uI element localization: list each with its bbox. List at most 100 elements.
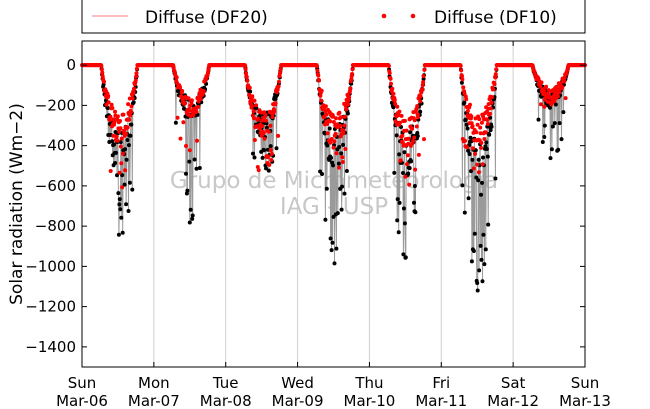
data-point-df20 <box>402 150 407 155</box>
legend-marker-df10-a <box>381 13 387 19</box>
data-point-df10 <box>464 97 469 102</box>
data-point-df20 <box>463 117 468 122</box>
data-point-df10 <box>108 169 113 173</box>
data-point-df20 <box>262 148 266 153</box>
data-point-df10 <box>469 114 474 119</box>
data-point-df10 <box>411 139 415 144</box>
data-point-df10 <box>272 109 277 114</box>
data-point-df10 <box>120 185 125 190</box>
data-point-df10 <box>479 140 484 145</box>
data-point-df20 <box>340 184 345 189</box>
data-point-df20 <box>478 243 483 248</box>
data-point-df10 <box>471 146 475 151</box>
data-point-df10 <box>99 67 104 72</box>
data-point-df20 <box>110 139 115 144</box>
data-point-df20 <box>114 150 118 155</box>
data-point-df20 <box>415 134 420 138</box>
data-point-df20 <box>120 173 125 178</box>
data-point-df10 <box>243 63 248 68</box>
data-point-df10 <box>339 115 344 120</box>
data-point-df10 <box>102 79 106 84</box>
data-point-df20 <box>484 147 489 151</box>
data-point-df20 <box>341 142 346 147</box>
data-point-df20 <box>397 200 402 205</box>
data-point-df10 <box>315 68 320 73</box>
data-point-df20 <box>127 180 132 185</box>
data-point-df10 <box>342 123 347 128</box>
data-point-df20 <box>124 202 129 207</box>
data-point-df10 <box>485 122 490 126</box>
data-point-df10 <box>118 144 123 149</box>
data-point-df20 <box>125 138 130 142</box>
data-point-df10 <box>555 94 560 99</box>
data-point-df10 <box>266 154 271 159</box>
data-point-df20 <box>329 248 334 253</box>
data-point-df20 <box>473 148 478 153</box>
data-point-df10 <box>278 67 283 72</box>
data-point-df10 <box>490 95 494 100</box>
data-point-df10 <box>187 148 192 153</box>
data-point-df10 <box>465 108 470 113</box>
data-point-df10 <box>476 170 481 175</box>
data-point-df10 <box>134 66 139 71</box>
data-point-df10 <box>406 136 411 141</box>
data-point-df10 <box>341 128 346 133</box>
data-point-df10 <box>478 131 483 136</box>
data-point-df20 <box>412 200 416 205</box>
data-point-df10 <box>538 84 543 89</box>
data-point-df10 <box>404 128 409 133</box>
data-point-df10 <box>392 98 397 103</box>
data-point-df10 <box>132 86 136 91</box>
data-point-df20 <box>409 159 414 164</box>
data-point-df20 <box>482 262 487 267</box>
data-point-df20 <box>105 106 110 110</box>
data-point-df10 <box>196 105 201 109</box>
data-point-df20 <box>559 137 564 142</box>
x-tick-label-date: Mar-11 <box>415 392 467 409</box>
data-point-df10 <box>189 98 194 103</box>
data-point-df20 <box>479 192 483 197</box>
data-point-df20 <box>265 147 270 152</box>
data-point-df20 <box>467 152 472 156</box>
data-point-df10 <box>493 75 498 80</box>
data-point-df20 <box>324 186 329 191</box>
data-point-df10 <box>477 117 482 122</box>
y-tick-label: −800 <box>35 217 76 235</box>
data-point-df10 <box>187 108 192 113</box>
data-point-df20 <box>469 259 474 264</box>
data-point-df10 <box>396 113 401 118</box>
data-point-df10 <box>487 111 492 116</box>
data-point-df10 <box>171 65 176 70</box>
data-point-df10 <box>126 102 131 107</box>
data-point-df10 <box>418 94 423 99</box>
data-point-df20 <box>325 143 330 148</box>
data-point-df10 <box>483 130 488 135</box>
data-point-df20 <box>471 249 476 253</box>
data-point-df10 <box>254 103 259 108</box>
data-point-df10 <box>413 167 418 172</box>
data-point-df20 <box>466 148 471 153</box>
data-point-df20 <box>407 166 412 171</box>
data-point-df20 <box>466 196 471 201</box>
data-point-df20 <box>342 191 347 196</box>
data-point-df10 <box>114 134 119 139</box>
data-point-df10 <box>461 85 466 90</box>
data-point-df20 <box>556 147 561 152</box>
data-point-df10 <box>129 104 134 109</box>
data-point-df20 <box>339 207 344 212</box>
data-point-df10 <box>131 90 136 95</box>
data-point-df20 <box>115 173 119 178</box>
data-point-df10 <box>347 95 352 100</box>
data-point-df10 <box>269 151 274 156</box>
data-point-df20 <box>264 125 269 130</box>
data-point-df10 <box>478 125 483 130</box>
data-point-df10 <box>256 116 261 121</box>
data-point-df20 <box>190 213 195 218</box>
data-point-df10 <box>268 123 273 128</box>
x-tick-label-day: Wed <box>281 374 314 392</box>
data-point-df20 <box>396 230 401 235</box>
data-point-df10 <box>174 75 179 80</box>
data-point-df10 <box>406 141 411 146</box>
data-point-df20 <box>462 210 467 215</box>
data-point-df20 <box>173 120 178 125</box>
